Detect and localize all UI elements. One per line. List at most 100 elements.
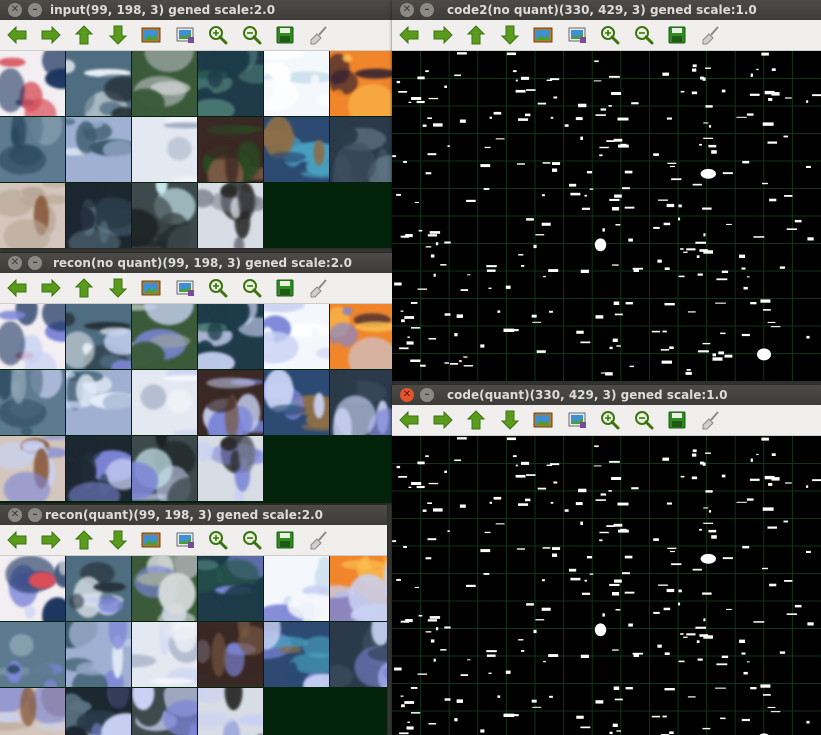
image-tile bbox=[66, 556, 131, 621]
pan-up-icon[interactable] bbox=[73, 277, 95, 299]
zoom-out-icon[interactable] bbox=[633, 24, 655, 46]
properties-icon[interactable] bbox=[308, 529, 330, 551]
code-tile bbox=[489, 52, 560, 121]
pan-right-icon[interactable] bbox=[40, 529, 62, 551]
close-icon[interactable]: ✕ bbox=[400, 388, 414, 402]
zoom-out-icon[interactable] bbox=[241, 24, 263, 46]
zoom-in-icon[interactable] bbox=[207, 529, 229, 551]
save-icon[interactable] bbox=[274, 529, 296, 551]
pan-left-icon[interactable] bbox=[398, 24, 420, 46]
save-icon[interactable] bbox=[274, 24, 296, 46]
pan-up-icon[interactable] bbox=[73, 529, 95, 551]
title-bar[interactable]: ✕ – code2(no quant)(330, 429, 3) gened sca… bbox=[392, 0, 821, 20]
minimize-icon[interactable]: – bbox=[420, 388, 434, 402]
image-tile bbox=[0, 304, 65, 369]
image-tile bbox=[198, 622, 263, 687]
image-tile bbox=[198, 183, 263, 248]
code-tile bbox=[480, 310, 553, 353]
pan-down-icon[interactable] bbox=[499, 24, 521, 46]
zoom-fit-icon[interactable] bbox=[174, 24, 196, 46]
image-tile bbox=[0, 688, 65, 735]
code-tile bbox=[736, 52, 821, 126]
pan-left-icon[interactable] bbox=[6, 529, 28, 551]
zoom-original-icon[interactable] bbox=[532, 24, 554, 46]
code-tile bbox=[480, 695, 553, 733]
pan-left-icon[interactable] bbox=[398, 409, 420, 431]
zoom-out-icon[interactable] bbox=[241, 277, 263, 299]
zoom-fit-icon[interactable] bbox=[566, 409, 588, 431]
image-tile bbox=[0, 622, 65, 687]
image-tile bbox=[132, 688, 197, 735]
toolbar bbox=[392, 405, 821, 436]
zoom-original-icon[interactable] bbox=[532, 409, 554, 431]
code-tile bbox=[480, 523, 561, 582]
zoom-in-icon[interactable] bbox=[599, 24, 621, 46]
save-icon[interactable] bbox=[666, 24, 688, 46]
title-bar[interactable]: ✕ – recon(quant)(99, 198, 3) gened scale:2… bbox=[0, 505, 387, 525]
zoom-original-icon[interactable] bbox=[140, 24, 162, 46]
title-bar[interactable]: ✕ – recon(no quant)(99, 198, 3) gened scal… bbox=[0, 253, 392, 273]
save-icon[interactable] bbox=[666, 409, 688, 431]
zoom-out-icon[interactable] bbox=[241, 529, 263, 551]
zoom-fit-icon[interactable] bbox=[174, 277, 196, 299]
zoom-original-icon[interactable] bbox=[140, 529, 162, 551]
save-icon[interactable] bbox=[274, 277, 296, 299]
window-code-quant[interactable]: ✕ – code(quant)(330, 429, 3) gened scale:1… bbox=[392, 385, 821, 735]
image-tile bbox=[66, 183, 131, 248]
pan-right-icon[interactable] bbox=[432, 24, 454, 46]
code-view[interactable] bbox=[392, 436, 821, 735]
pan-right-icon[interactable] bbox=[432, 409, 454, 431]
pan-up-icon[interactable] bbox=[465, 24, 487, 46]
code-view[interactable] bbox=[392, 51, 821, 381]
title-bar[interactable]: ✕ – input(99, 198, 3) gened scale:2.0 bbox=[0, 0, 392, 20]
title-bar[interactable]: ✕ – code(quant)(330, 429, 3) gened scale:1… bbox=[392, 385, 821, 405]
minimize-icon[interactable]: – bbox=[28, 3, 42, 17]
minimize-icon[interactable]: – bbox=[28, 256, 42, 270]
image-grid-view[interactable] bbox=[0, 556, 387, 735]
zoom-fit-icon[interactable] bbox=[566, 24, 588, 46]
image-tile bbox=[0, 370, 65, 435]
zoom-original-icon[interactable] bbox=[140, 277, 162, 299]
pan-down-icon[interactable] bbox=[499, 409, 521, 431]
zoom-in-icon[interactable] bbox=[207, 277, 229, 299]
image-grid-view[interactable] bbox=[0, 304, 392, 503]
window-recon-quant[interactable]: ✕ – recon(quant)(99, 198, 3) gened scale:2… bbox=[0, 505, 387, 735]
properties-icon[interactable] bbox=[308, 277, 330, 299]
pan-up-icon[interactable] bbox=[465, 409, 487, 431]
code-tile bbox=[741, 684, 810, 735]
zoom-fit-icon[interactable] bbox=[174, 529, 196, 551]
pan-left-icon[interactable] bbox=[6, 24, 28, 46]
pan-down-icon[interactable] bbox=[107, 529, 129, 551]
zoom-in-icon[interactable] bbox=[599, 409, 621, 431]
image-tile bbox=[198, 556, 263, 621]
close-icon[interactable]: ✕ bbox=[400, 3, 414, 17]
pan-down-icon[interactable] bbox=[107, 24, 129, 46]
minimize-icon[interactable]: – bbox=[28, 508, 42, 522]
pan-down-icon[interactable] bbox=[107, 277, 129, 299]
pan-right-icon[interactable] bbox=[40, 24, 62, 46]
window-code2[interactable]: ✕ – code2(no quant)(330, 429, 3) gened sca… bbox=[392, 0, 821, 381]
properties-icon[interactable] bbox=[308, 24, 330, 46]
properties-icon[interactable] bbox=[700, 24, 722, 46]
image-grid-view[interactable] bbox=[0, 51, 392, 248]
zoom-out-icon[interactable] bbox=[633, 409, 655, 431]
pan-left-icon[interactable] bbox=[6, 277, 28, 299]
window-recon-no-quant[interactable]: ✕ – recon(no quant)(99, 198, 3) gened scal… bbox=[0, 253, 392, 503]
toolbar bbox=[0, 273, 392, 304]
image-tile bbox=[198, 370, 263, 435]
toolbar bbox=[0, 20, 392, 51]
image-tile bbox=[264, 117, 329, 182]
zoom-in-icon[interactable] bbox=[207, 24, 229, 46]
image-tile bbox=[132, 622, 197, 687]
code-tile bbox=[486, 218, 559, 289]
close-icon[interactable]: ✕ bbox=[8, 3, 22, 17]
minimize-icon[interactable]: – bbox=[420, 3, 434, 17]
pan-right-icon[interactable] bbox=[40, 277, 62, 299]
close-icon[interactable]: ✕ bbox=[8, 508, 22, 522]
close-icon[interactable]: ✕ bbox=[8, 256, 22, 270]
pan-up-icon[interactable] bbox=[73, 24, 95, 46]
properties-icon[interactable] bbox=[700, 409, 722, 431]
window-input[interactable]: ✕ – input(99, 198, 3) gened scale:2.0 bbox=[0, 0, 392, 248]
image-tile bbox=[132, 117, 197, 182]
image-tile bbox=[66, 622, 131, 687]
